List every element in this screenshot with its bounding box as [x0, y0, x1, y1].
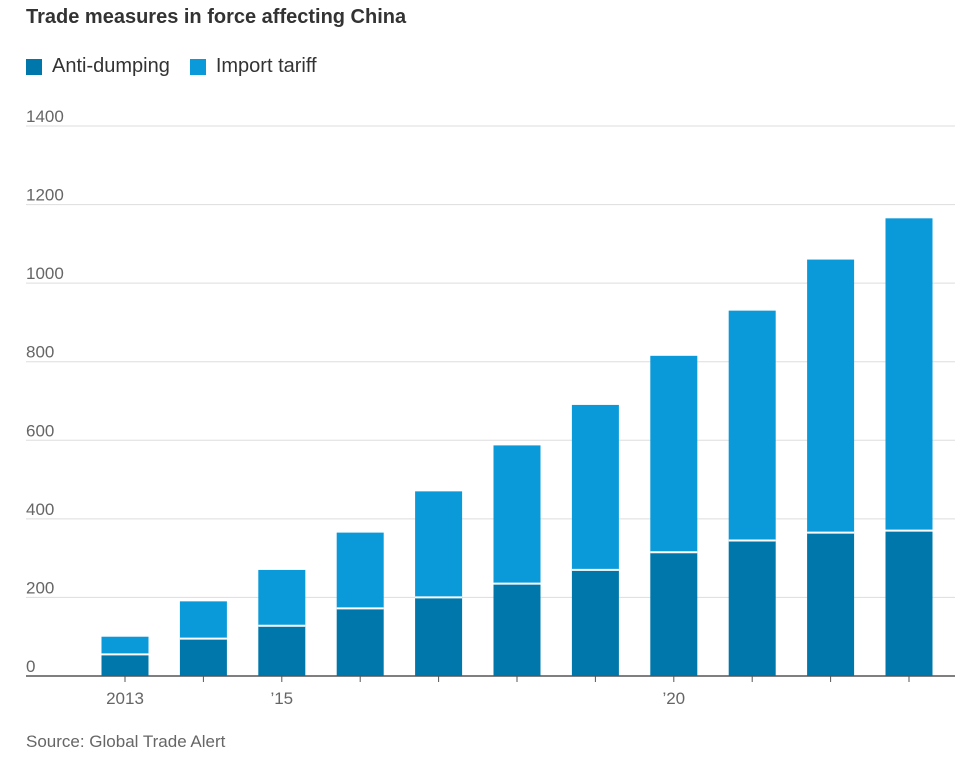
bar-anti-dumping-2017	[415, 597, 463, 676]
x-tick-label-2020: ’20	[662, 689, 685, 708]
bar-import-tariff-2018	[493, 445, 541, 584]
bar-anti-dumping-2014	[179, 638, 227, 676]
bar-anti-dumping-2018	[493, 583, 541, 676]
y-tick-label-1200: 1200	[26, 186, 64, 205]
bar-anti-dumping-2013	[101, 654, 149, 676]
y-tick-label-800: 800	[26, 343, 54, 362]
bar-import-tariff-2019	[571, 404, 619, 570]
bar-import-tariff-2022	[807, 259, 855, 533]
legend-swatch-anti-dumping	[26, 58, 42, 75]
bar-import-tariff-2016	[336, 532, 384, 609]
bar-import-tariff-2023	[885, 218, 933, 531]
bar-import-tariff-2014	[179, 601, 227, 639]
legend-item-anti-dumping: Anti-dumping	[26, 55, 170, 78]
bar-anti-dumping-2016	[336, 608, 384, 676]
y-tick-label-600: 600	[26, 421, 54, 440]
source-note: Source: Global Trade Alert	[26, 732, 226, 751]
bar-import-tariff-2021	[728, 310, 776, 541]
y-tick-label-1400: 1400	[26, 107, 64, 126]
bar-import-tariff-2013	[101, 636, 149, 655]
bar-import-tariff-2020	[650, 355, 698, 553]
y-tick-label-400: 400	[26, 500, 54, 519]
legend-item-import-tariff: Import tariff	[189, 55, 317, 78]
bar-anti-dumping-2020	[650, 552, 698, 676]
y-tick-label-1000: 1000	[26, 264, 64, 283]
legend-label-anti-dumping: Anti-dumping	[52, 55, 170, 77]
bar-import-tariff-2015	[258, 569, 306, 626]
bar-anti-dumping-2019	[571, 569, 619, 676]
bar-anti-dumping-2015	[258, 625, 306, 676]
y-tick-label-0: 0	[26, 657, 35, 676]
bar-anti-dumping-2022	[807, 532, 855, 676]
y-tick-label-200: 200	[26, 578, 54, 597]
bar-anti-dumping-2021	[728, 540, 776, 676]
legend-label-import-tariff: Import tariff	[215, 55, 317, 77]
legend-swatch-import-tariff	[189, 58, 206, 75]
legend: Anti-dumping Import tariff	[26, 55, 337, 78]
bar-anti-dumping-2023	[885, 530, 933, 676]
chart-title: Trade measures in force affecting China	[26, 6, 407, 28]
bar-import-tariff-2017	[415, 491, 463, 598]
x-tick-label-2013: 2013	[106, 689, 144, 708]
x-tick-label-2015: ’15	[270, 689, 293, 708]
